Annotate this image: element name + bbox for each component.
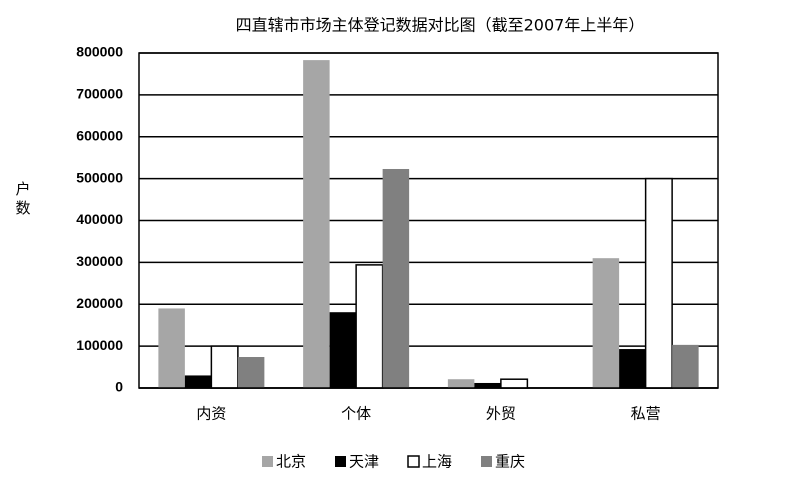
- legend-label: 北京: [276, 453, 306, 471]
- y-tick-label: 400000: [76, 211, 123, 227]
- bar: [329, 312, 357, 388]
- bar: [237, 357, 265, 388]
- bar: [619, 349, 646, 388]
- x-tick-label: 外贸: [486, 405, 516, 423]
- bar: [210, 345, 239, 389]
- bar: [672, 344, 699, 388]
- bar: [500, 378, 529, 389]
- bar: [355, 264, 384, 389]
- bar: [184, 375, 212, 388]
- y-tick-label: 0: [115, 379, 123, 395]
- x-tick-label: 个体: [341, 405, 371, 423]
- legend-label: 上海: [422, 453, 452, 471]
- y-tick-label: 800000: [76, 44, 123, 60]
- x-tick-label: 内资: [196, 405, 226, 423]
- legend-swatch: [481, 456, 492, 467]
- x-tick-label: 私营: [631, 405, 661, 423]
- y-axis-label: 户数: [14, 181, 32, 219]
- bar: [474, 382, 501, 388]
- y-tick-label: 300000: [76, 253, 123, 269]
- legend-swatch: [335, 456, 346, 467]
- bar: [382, 168, 410, 388]
- legend-label: 重庆: [495, 453, 525, 471]
- bar: [592, 258, 620, 388]
- bar: [303, 60, 330, 389]
- y-tick-label: 100000: [76, 337, 123, 353]
- y-tick-label: 600000: [76, 127, 123, 143]
- legend-swatch: [407, 455, 420, 468]
- bar: [447, 379, 475, 388]
- y-tick-label: 700000: [76, 86, 123, 102]
- legend-label: 天津: [349, 453, 379, 471]
- bar: [158, 308, 185, 388]
- bar: [644, 177, 673, 389]
- y-tick-label: 500000: [76, 169, 123, 185]
- legend-swatch: [262, 456, 273, 467]
- chart-title: 四直辖市市场主体登记数据对比图（截至2007年上半年）: [236, 16, 645, 35]
- y-tick-label: 200000: [76, 295, 123, 311]
